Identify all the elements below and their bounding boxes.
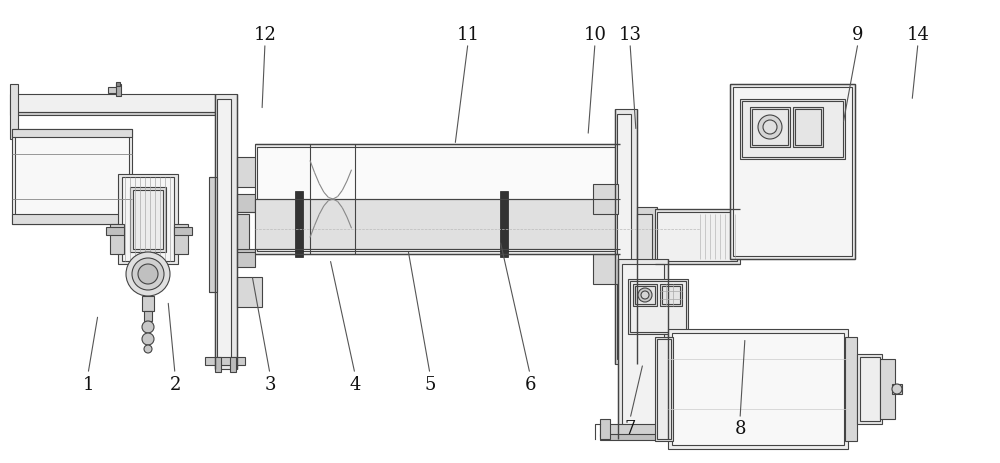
Circle shape xyxy=(758,116,782,140)
Bar xyxy=(740,100,845,160)
Bar xyxy=(230,357,236,372)
Bar xyxy=(130,188,166,252)
Bar xyxy=(237,214,249,250)
Bar xyxy=(500,192,508,257)
Bar xyxy=(657,213,737,262)
Bar xyxy=(617,115,631,359)
Bar xyxy=(12,214,132,225)
Bar xyxy=(752,110,788,146)
Bar xyxy=(668,329,848,449)
Bar xyxy=(255,200,620,250)
Bar xyxy=(672,333,844,445)
Text: 5: 5 xyxy=(424,375,436,393)
Bar xyxy=(857,354,882,424)
Bar xyxy=(116,85,121,97)
Text: 1: 1 xyxy=(82,375,94,393)
Circle shape xyxy=(142,333,154,345)
Bar xyxy=(255,144,620,255)
Bar xyxy=(12,130,132,138)
Bar xyxy=(110,225,124,255)
Bar xyxy=(205,357,245,365)
Bar xyxy=(108,88,120,94)
Bar xyxy=(15,133,129,221)
Circle shape xyxy=(144,345,152,353)
Text: 10: 10 xyxy=(584,26,606,44)
Bar xyxy=(237,277,262,307)
Bar xyxy=(118,175,178,264)
Bar xyxy=(860,357,880,421)
Bar xyxy=(880,359,895,419)
Bar xyxy=(593,185,618,214)
Bar xyxy=(657,339,671,439)
Bar xyxy=(630,282,686,332)
Bar xyxy=(795,110,821,146)
Text: 8: 8 xyxy=(734,419,746,437)
Bar xyxy=(742,102,843,158)
Bar xyxy=(600,424,685,436)
Bar xyxy=(116,83,120,87)
Bar xyxy=(10,85,18,140)
Bar xyxy=(142,296,154,311)
Bar xyxy=(618,259,668,439)
Bar xyxy=(12,130,132,225)
Bar xyxy=(215,95,237,369)
Circle shape xyxy=(763,121,777,135)
Bar xyxy=(733,88,852,257)
Bar xyxy=(144,311,152,321)
Circle shape xyxy=(126,252,170,296)
Text: 6: 6 xyxy=(524,375,536,393)
Bar xyxy=(600,434,685,440)
Bar xyxy=(655,210,740,264)
Text: 2: 2 xyxy=(169,375,181,393)
Bar xyxy=(600,419,610,439)
Bar xyxy=(237,158,262,188)
Bar xyxy=(10,113,215,116)
Bar xyxy=(793,108,823,148)
Bar xyxy=(295,192,303,257)
Text: 9: 9 xyxy=(852,26,864,44)
Circle shape xyxy=(641,291,649,300)
Bar xyxy=(628,279,688,334)
Bar xyxy=(10,95,215,113)
Bar xyxy=(635,287,655,304)
Bar xyxy=(892,384,902,394)
Text: 14: 14 xyxy=(907,26,929,44)
Bar xyxy=(217,100,231,364)
Circle shape xyxy=(138,264,158,284)
Circle shape xyxy=(142,321,154,333)
Bar xyxy=(845,337,857,441)
Bar xyxy=(257,148,618,251)
Text: 13: 13 xyxy=(618,26,642,44)
Bar xyxy=(174,225,188,255)
Text: 4: 4 xyxy=(349,375,361,393)
Bar xyxy=(106,227,124,236)
Circle shape xyxy=(892,384,902,394)
Bar xyxy=(174,227,192,236)
Circle shape xyxy=(132,258,164,290)
Bar xyxy=(633,284,657,307)
Bar xyxy=(660,284,682,307)
Text: 12: 12 xyxy=(254,26,276,44)
Bar xyxy=(122,178,174,262)
Bar xyxy=(133,191,163,250)
Bar xyxy=(662,287,680,304)
Bar xyxy=(237,194,255,213)
Bar xyxy=(622,264,664,434)
Bar xyxy=(209,178,217,292)
Bar xyxy=(615,110,637,364)
Bar xyxy=(655,337,673,441)
Bar xyxy=(637,207,657,268)
Text: 11: 11 xyxy=(457,26,480,44)
Bar xyxy=(750,108,790,148)
Text: 3: 3 xyxy=(264,375,276,393)
Bar xyxy=(730,85,855,259)
Text: 7: 7 xyxy=(624,419,636,437)
Bar xyxy=(215,357,221,372)
Bar xyxy=(593,255,618,284)
Bar xyxy=(237,250,255,268)
Circle shape xyxy=(638,288,652,302)
Bar xyxy=(637,214,652,260)
